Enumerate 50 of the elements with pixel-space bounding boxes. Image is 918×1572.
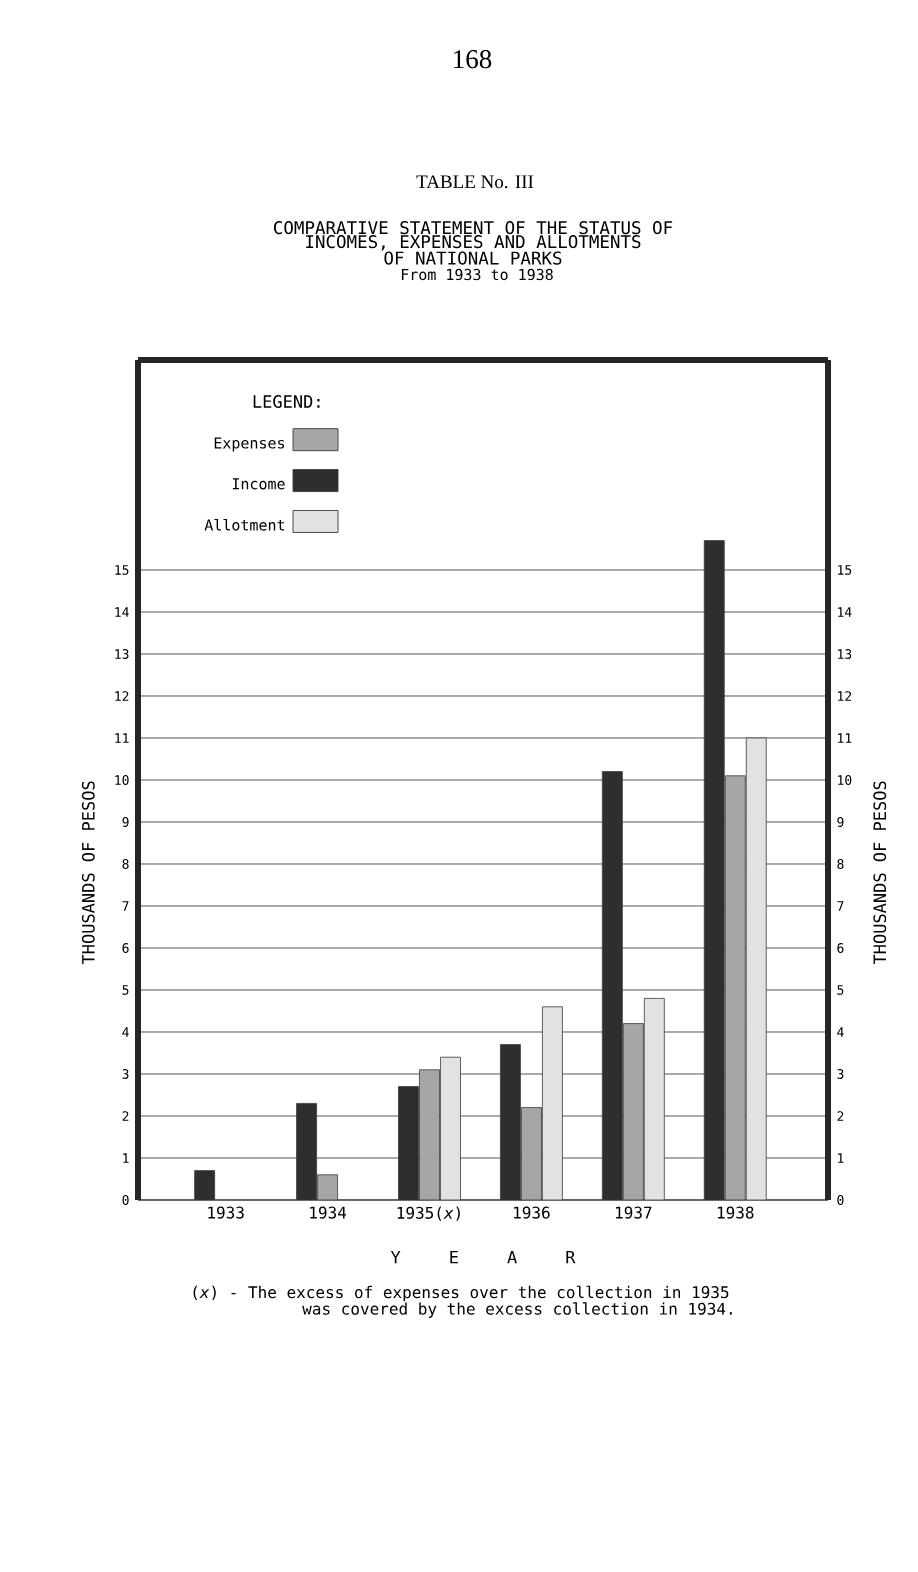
y-tick-label: 1 <box>123 1153 129 1163</box>
y2-tick-label: 1 <box>838 1153 844 1163</box>
x-tick-label: 1936 <box>514 1206 550 1219</box>
y-tick-label: 12 <box>115 691 129 701</box>
y2-tick-label: 11 <box>838 733 852 743</box>
legend-label: Allotment <box>204 518 285 531</box>
legend-label: Expenses <box>214 437 285 452</box>
y2-tick-label: 15 <box>838 565 852 575</box>
y2-tick-label: 6 <box>837 943 844 953</box>
y-tick-label: 10 <box>115 775 129 785</box>
chart-subtitle: From 1933 to 1938 <box>401 268 553 281</box>
y-tick-label: 7 <box>122 901 129 911</box>
text: (x) - The excess of expenses over the collection in 1935 was covered by the excess collection in 1934. <box>193 1285 732 1318</box>
y-tick-label: 2 <box>122 1111 129 1121</box>
x-tick-label: 1938 <box>717 1206 754 1219</box>
x-tick-label: 1935(x) <box>397 1206 460 1221</box>
y2-tick-label: 9 <box>837 817 844 827</box>
y-tick-label: 5 <box>122 985 129 995</box>
y2-tick-label: 0 <box>837 1195 844 1205</box>
y-tick-label: 13 <box>115 649 129 659</box>
y2-tick-label: 13 <box>838 649 852 659</box>
y-tick-label: 15 <box>115 565 129 575</box>
text: 168 <box>454 50 492 69</box>
y-tick-label: 9 <box>122 817 129 827</box>
y2-axis-title: THOUSANDS OF PESOS <box>873 781 887 965</box>
y2-tick-label: 4 <box>837 1027 844 1037</box>
y-axis-title: THOUSANDS OF PESOS <box>81 781 95 965</box>
legend-title: LEGEND: <box>253 395 320 408</box>
y2-tick-label: 5 <box>837 985 844 995</box>
y-tick-label: 14 <box>115 607 129 617</box>
y-tick-label: 8 <box>122 859 129 869</box>
y-tick-label: 6 <box>122 943 129 953</box>
y2-tick-label: 10 <box>838 775 852 785</box>
y2-tick-label: 8 <box>837 859 844 869</box>
x-axis-title: Y E A R <box>390 1250 576 1264</box>
chart-title: COMPARATIVE STATEMENT OF THE STATUS OF INCOMES, EXPENSES AND ALLOTMENTS OF NATIONAL PARKS <box>274 221 673 265</box>
x-tick-label: 1937 <box>616 1206 652 1219</box>
y2-tick-label: 7 <box>837 901 844 911</box>
legend-label: Income <box>232 478 285 490</box>
y-tick-label: 3 <box>122 1069 129 1079</box>
text: TABLE No. III <box>416 175 534 189</box>
y-tick-label: 11 <box>115 733 129 743</box>
y2-tick-label: 14 <box>838 607 852 617</box>
x-tick-label: 1933 <box>208 1206 244 1219</box>
y2-tick-label: 3 <box>837 1069 844 1079</box>
y-tick-label: 4 <box>122 1027 129 1037</box>
y-tick-label: 0 <box>122 1195 129 1205</box>
x-tick-label: 1934 <box>310 1206 347 1219</box>
y2-tick-label: 2 <box>837 1111 844 1121</box>
y2-tick-label: 12 <box>838 691 852 701</box>
